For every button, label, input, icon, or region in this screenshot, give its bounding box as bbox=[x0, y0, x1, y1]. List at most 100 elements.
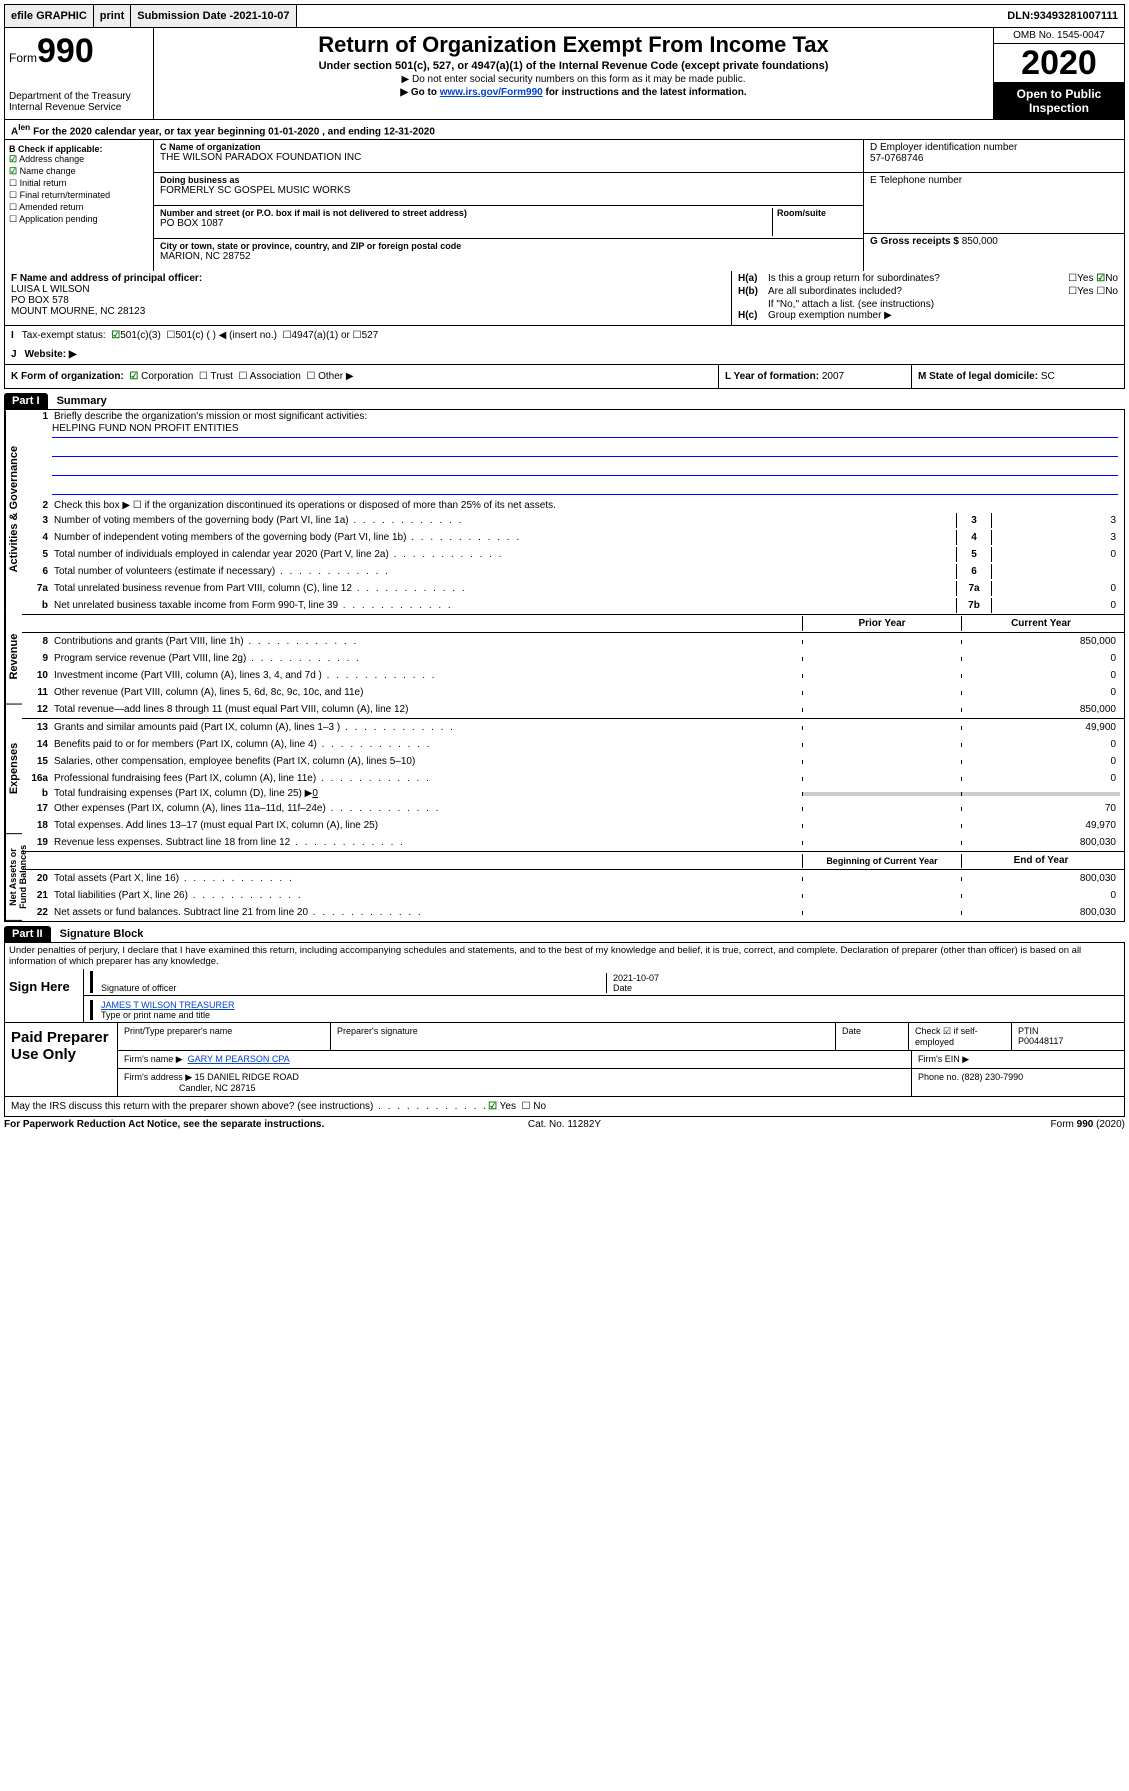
chk-final[interactable]: ☐ Final return/terminated bbox=[9, 190, 149, 201]
l3-text: Number of voting members of the governin… bbox=[54, 515, 956, 526]
chk-app-lbl: Application pending bbox=[19, 214, 98, 224]
prep-row1: Print/Type preparer's name Preparer's si… bbox=[118, 1023, 1124, 1051]
cy19: 800,030 bbox=[962, 835, 1120, 850]
chk-initial[interactable]: ☐ Initial return bbox=[9, 178, 149, 189]
l5-text: Total number of individuals employed in … bbox=[54, 549, 956, 560]
l6-text: Total number of volunteers (estimate if … bbox=[54, 566, 956, 577]
firm-name[interactable]: GARY M PEARSON CPA bbox=[188, 1054, 290, 1064]
l16a-text: Professional fundraising fees (Part IX, … bbox=[54, 773, 802, 784]
period-b: , and ending bbox=[319, 126, 383, 137]
501c[interactable]: 501(c) ( ) ◀ (insert no.) bbox=[175, 330, 277, 341]
cy20: 800,030 bbox=[962, 871, 1120, 886]
dln-label: DLN: bbox=[1007, 10, 1033, 22]
v5: 0 bbox=[992, 547, 1120, 562]
header-left: Form990 Department of the Treasury Inter… bbox=[5, 28, 154, 119]
chk-amended[interactable]: ☐ Amended return bbox=[9, 202, 149, 213]
officer-addr1: PO BOX 578 bbox=[11, 295, 725, 306]
city-row: City or town, state or province, country… bbox=[154, 239, 863, 271]
hb-text: Are all subordinates included? bbox=[768, 286, 902, 297]
ha-yes: Yes bbox=[1077, 273, 1093, 284]
irs-link[interactable]: www.irs.gov/Form990 bbox=[440, 87, 543, 98]
chk-address[interactable]: ☑ Address change bbox=[9, 154, 149, 165]
goto-pre: ▶ Go to bbox=[400, 87, 439, 98]
officer-typed[interactable]: JAMES T WILSON TREASURER bbox=[101, 1000, 235, 1010]
l13-text: Grants and similar amounts paid (Part IX… bbox=[54, 722, 802, 733]
signature-block: Sign Here Signature of officer 2021-10-0… bbox=[4, 969, 1125, 1023]
ptin-val: P00448117 bbox=[1018, 1036, 1063, 1046]
527[interactable]: 527 bbox=[362, 330, 379, 341]
chk-final-lbl: Final return/terminated bbox=[20, 190, 111, 200]
self-emp[interactable]: Check ☑ if self-employed bbox=[909, 1023, 1012, 1050]
chk-name[interactable]: ☑ Name change bbox=[9, 166, 149, 177]
discuss-boxes[interactable]: ☑ Yes ☐ No bbox=[488, 1101, 546, 1112]
hb-boxes[interactable]: ☐Yes ☐No bbox=[1068, 286, 1118, 297]
cy22: 800,030 bbox=[962, 905, 1120, 920]
discuss-line: May the IRS discuss this return with the… bbox=[4, 1097, 1125, 1117]
discuss-yes: Yes bbox=[500, 1101, 516, 1112]
cy21: 0 bbox=[962, 888, 1120, 903]
form-number: Form990 bbox=[9, 32, 149, 71]
ha-boxes[interactable]: ☐Yes ☑No bbox=[1068, 273, 1118, 284]
line-i: I Tax-exempt status: ☑ 501(c)(3) ☐ 501(c… bbox=[4, 326, 1125, 345]
k-corp[interactable]: Corporation bbox=[141, 371, 193, 382]
v7a: 0 bbox=[992, 581, 1120, 596]
addr-lbl: Number and street (or P.O. box if mail i… bbox=[160, 208, 772, 218]
k-assoc[interactable]: Association bbox=[250, 371, 301, 382]
print-button[interactable]: print bbox=[94, 5, 131, 27]
officer-type-label: Type or print name and title bbox=[101, 1010, 1118, 1020]
k-trust[interactable]: Trust bbox=[210, 371, 232, 382]
line-j: J Website: ▶ bbox=[4, 345, 1125, 365]
officer-addr2: MOUNT MOURNE, NC 28123 bbox=[11, 306, 725, 317]
addr-value: PO BOX 1087 bbox=[160, 218, 772, 229]
form-header: Form990 Department of the Treasury Inter… bbox=[4, 28, 1125, 120]
ptin-lbl: PTIN bbox=[1018, 1026, 1039, 1036]
period-end: 12-31-2020 bbox=[384, 126, 435, 137]
ein-value: 57-0768746 bbox=[870, 153, 1118, 164]
ein-row: D Employer identification number 57-0768… bbox=[864, 140, 1124, 173]
l17-text: Other expenses (Part IX, column (A), lin… bbox=[54, 803, 802, 814]
page-footer: For Paperwork Reduction Act Notice, see … bbox=[4, 1117, 1125, 1132]
phone-val: (828) 230-7990 bbox=[962, 1072, 1024, 1082]
cy10: 0 bbox=[962, 668, 1120, 683]
ssn-note: ▶ Do not enter social security numbers o… bbox=[162, 74, 985, 85]
phone-lbl: E Telephone number bbox=[870, 175, 1118, 186]
irs-label: Internal Revenue Service bbox=[9, 102, 149, 113]
col-b-checkboxes: B Check if applicable: ☑ Address change … bbox=[5, 140, 154, 271]
501c3[interactable]: 501(c)(3) bbox=[120, 330, 161, 341]
submission-date: Submission Date - 2021-10-07 bbox=[131, 5, 296, 27]
subdate-label: Submission Date - bbox=[137, 10, 233, 22]
l21-text: Total liabilities (Part X, line 26) bbox=[54, 890, 802, 901]
4947a1[interactable]: 4947(a)(1) or bbox=[291, 330, 349, 341]
l4-text: Number of independent voting members of … bbox=[54, 532, 956, 543]
cat-no: Cat. No. 11282Y bbox=[378, 1119, 752, 1130]
boy-header: Beginning of Current Year bbox=[802, 854, 962, 868]
cy17: 70 bbox=[962, 801, 1120, 816]
prep-row2: Firm's name ▶ GARY M PEARSON CPA Firm's … bbox=[118, 1051, 1124, 1069]
klm-row: K Form of organization: ☑ Corporation ☐ … bbox=[4, 365, 1125, 389]
date-label: Date bbox=[613, 983, 1118, 993]
part1-title: Summary bbox=[51, 395, 107, 407]
cy18: 49,970 bbox=[962, 818, 1120, 833]
form-ref: Form 990 (2020) bbox=[751, 1119, 1125, 1130]
side-activities: Activities & Governance bbox=[5, 410, 22, 608]
top-bar: efile GRAPHIC print Submission Date - 20… bbox=[4, 4, 1125, 28]
l16b-pre: Total fundraising expenses (Part IX, col… bbox=[54, 788, 312, 799]
l12-text: Total revenue—add lines 8 through 11 (mu… bbox=[54, 704, 802, 715]
cy14: 0 bbox=[962, 737, 1120, 752]
omb-number: OMB No. 1545-0047 bbox=[994, 28, 1124, 44]
officer-name-line: JAMES T WILSON TREASURER Type or print n… bbox=[84, 996, 1124, 1022]
l2-text: Check this box ▶ ☐ if the organization d… bbox=[54, 500, 1120, 511]
l18-text: Total expenses. Add lines 13–17 (must eq… bbox=[54, 820, 802, 831]
hb-yes: Yes bbox=[1077, 286, 1093, 297]
eoy-header: End of Year bbox=[962, 853, 1120, 868]
chk-application[interactable]: ☐ Application pending bbox=[9, 214, 149, 225]
part2-header-row: Part II Signature Block bbox=[4, 922, 1125, 942]
l14-text: Benefits paid to or for members (Part IX… bbox=[54, 739, 802, 750]
group-return: H(a) Is this a group return for subordin… bbox=[732, 271, 1124, 325]
fh-row: F Name and address of principal officer:… bbox=[4, 271, 1125, 326]
sign-here-label: Sign Here bbox=[5, 969, 84, 1022]
cy12: 850,000 bbox=[962, 702, 1120, 717]
prep-name-lbl: Print/Type preparer's name bbox=[118, 1023, 331, 1050]
k-other[interactable]: Other ▶ bbox=[318, 371, 353, 382]
mission-text: HELPING FUND NON PROFIT ENTITIES bbox=[52, 423, 1118, 438]
